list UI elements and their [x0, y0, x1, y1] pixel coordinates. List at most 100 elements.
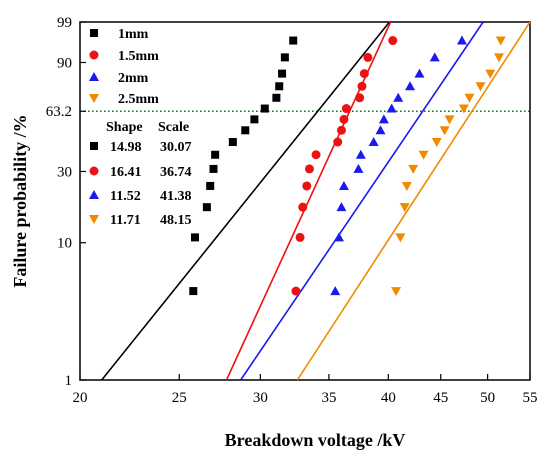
data-point-2.5mm-7 — [439, 126, 450, 136]
data-point-1.5mm-12 — [359, 69, 369, 79]
x-tick-label-45: 45 — [433, 390, 448, 406]
legend-shape-value-2mm: 11.52 — [110, 189, 141, 204]
y-tick-label-1: 1 — [65, 373, 73, 389]
legend-marker-2.5mm — [89, 94, 99, 103]
data-point-2mm-4 — [353, 163, 364, 173]
data-point-2mm-2 — [336, 202, 347, 212]
data-point-1mm-8 — [250, 115, 259, 124]
data-point-2.5mm-9 — [458, 104, 469, 114]
data-point-1.5mm-14 — [388, 36, 398, 46]
data-point-1mm-0 — [189, 287, 198, 296]
data-point-1.5mm-1 — [295, 232, 305, 242]
legend-scale-value-1.5mm: 36.74 — [160, 165, 192, 180]
data-point-2.5mm-4 — [408, 164, 419, 174]
y-tick-label-99: 99 — [57, 15, 72, 31]
legend-label-2.5mm: 2.5mm — [118, 92, 159, 107]
legend-shape-value-2.5mm: 11.71 — [110, 213, 141, 228]
data-point-1.5mm-13 — [363, 52, 373, 62]
data-point-2.5mm-3 — [401, 181, 412, 191]
data-point-2mm-7 — [375, 125, 386, 135]
data-point-2mm-3 — [338, 180, 349, 190]
data-point-1.5mm-6 — [333, 137, 343, 147]
x-tick-label-35: 35 — [321, 390, 336, 406]
x-tick-label-30: 30 — [253, 390, 268, 406]
x-tick-label-20: 20 — [73, 390, 88, 406]
data-point-2.5mm-13 — [494, 53, 505, 63]
x-axis-title: Breakdown voltage /kV — [225, 430, 406, 450]
data-point-1mm-11 — [275, 82, 284, 91]
legend-table-marker-2mm — [89, 190, 99, 199]
data-point-1.5mm-9 — [341, 104, 351, 114]
data-point-1mm-10 — [272, 93, 281, 102]
data-point-2mm-9 — [386, 103, 397, 113]
legend-table-marker-1mm — [90, 142, 98, 150]
legend-label-1mm: 1mm — [118, 27, 149, 42]
legend-table-marker-1.5mm — [89, 166, 99, 176]
data-point-2mm-13 — [429, 52, 440, 62]
legend-header-shape: Shape — [106, 120, 143, 135]
data-point-1mm-12 — [278, 69, 287, 78]
data-point-2mm-11 — [405, 81, 416, 91]
data-point-2mm-8 — [378, 114, 389, 124]
data-point-1mm-5 — [211, 150, 220, 159]
y-axis-title: Failure probability /% — [10, 114, 30, 287]
legend-scale-value-2mm: 41.38 — [160, 189, 192, 204]
data-point-2.5mm-11 — [475, 82, 486, 92]
legend-shape-value-1.5mm: 16.41 — [110, 165, 142, 180]
legend-marker-2mm — [89, 72, 99, 81]
data-point-2mm-6 — [368, 136, 379, 146]
data-point-2.5mm-12 — [485, 69, 496, 79]
data-point-2mm-14 — [456, 35, 467, 45]
data-point-1mm-1 — [190, 233, 199, 242]
x-tick-label-55: 55 — [523, 390, 538, 406]
legend-scale-value-1mm: 30.07 — [160, 140, 192, 155]
fit-line-2mm — [239, 21, 484, 381]
data-point-2.5mm-8 — [444, 115, 455, 125]
legend-scale-value-2.5mm: 48.15 — [160, 213, 192, 228]
data-point-1mm-6 — [228, 137, 237, 146]
data-point-2.5mm-10 — [464, 93, 475, 103]
data-point-1mm-2 — [202, 203, 211, 212]
y-tick-label-10: 10 — [57, 236, 72, 252]
data-point-2mm-0 — [330, 286, 341, 296]
plot-frame — [79, 21, 531, 381]
legend-table-marker-2.5mm — [89, 215, 99, 224]
data-point-1mm-13 — [280, 53, 289, 62]
legend-header-scale: Scale — [158, 120, 189, 135]
data-point-1mm-14 — [289, 36, 298, 45]
y-tick-label-30: 30 — [57, 164, 72, 180]
data-point-1.5mm-5 — [311, 150, 321, 160]
data-point-1.5mm-10 — [355, 93, 365, 103]
data-point-1mm-3 — [206, 181, 215, 190]
data-point-2.5mm-14 — [495, 36, 506, 46]
data-point-1mm-7 — [241, 126, 250, 135]
y-tick-label-63.2: 63.2 — [46, 104, 72, 120]
data-point-1.5mm-2 — [298, 202, 308, 212]
data-point-2.5mm-1 — [395, 233, 406, 243]
fit-line-1mm — [101, 21, 391, 381]
legend-label-2mm: 2mm — [118, 71, 149, 86]
legend-label-1.5mm: 1.5mm — [118, 49, 159, 64]
data-point-2mm-10 — [393, 92, 404, 102]
data-point-1.5mm-7 — [336, 125, 346, 135]
data-point-1.5mm-0 — [291, 286, 301, 296]
legend: 1mm 1.5mm 2mm 2.5mm Shape Scale 14.98 30.07 16.4… — [89, 27, 192, 228]
data-point-2mm-12 — [414, 68, 425, 78]
fit-lines-layer — [101, 21, 531, 381]
data-point-1mm-4 — [209, 164, 218, 173]
fit-line-2.5mm — [296, 21, 531, 381]
legend-shape-value-1mm: 14.98 — [110, 140, 142, 155]
data-point-1.5mm-8 — [339, 114, 349, 124]
y-tick-label-90: 90 — [57, 55, 72, 71]
x-tick-label-25: 25 — [172, 390, 187, 406]
data-point-1mm-9 — [260, 104, 269, 113]
x-tick-label-50: 50 — [480, 390, 495, 406]
markers-layer — [189, 35, 506, 297]
data-point-1.5mm-3 — [302, 181, 312, 191]
data-point-2.5mm-6 — [431, 137, 442, 147]
legend-marker-1.5mm — [89, 50, 99, 60]
x-tick-label-40: 40 — [381, 390, 396, 406]
data-point-2.5mm-0 — [391, 287, 402, 297]
data-point-2mm-5 — [355, 149, 366, 159]
